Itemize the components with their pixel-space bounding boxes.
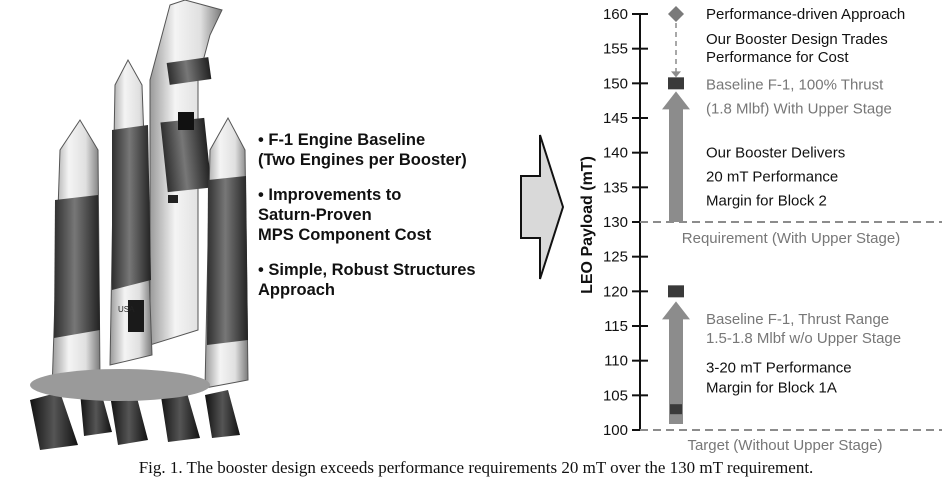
engine-nozzles bbox=[30, 369, 240, 450]
baseline-range-label: 1.5-1.8 Mlbf w/o Upper Stage bbox=[706, 330, 901, 347]
performance-connector-arrowhead bbox=[671, 71, 681, 78]
baseline-range-low-marker bbox=[670, 404, 682, 415]
rocket-illustration: USA bbox=[30, 0, 249, 450]
block1a-margin-label: Margin for Block 1A bbox=[706, 380, 837, 397]
baseline-with-upper-label: (1.8 Mlbf) With Upper Stage bbox=[706, 100, 892, 117]
baseline-range-label: Baseline F-1, Thrust Range bbox=[706, 311, 889, 328]
y-tick-label: 155 bbox=[603, 41, 628, 58]
bullet-list: • F-1 Engine Baseline (Two Engines per B… bbox=[258, 130, 508, 315]
y-tick-label: 120 bbox=[603, 283, 628, 300]
y-tick-label: 150 bbox=[603, 75, 628, 92]
baseline-with-upper-label: Baseline F-1, 100% Thrust bbox=[706, 76, 884, 93]
booster-marking: USA bbox=[118, 305, 135, 314]
y-tick-label: 115 bbox=[604, 318, 628, 335]
trades-note-line: Our Booster Design Trades bbox=[706, 31, 888, 48]
block2-margin-label: 20 mT Performance bbox=[706, 169, 838, 186]
y-tick-label: 130 bbox=[603, 214, 628, 231]
bullet-item: • Improvements to Saturn-Proven MPS Comp… bbox=[258, 186, 432, 244]
performance-driven-label: Performance-driven Approach bbox=[706, 6, 905, 23]
block1a-margin-arrow bbox=[662, 301, 690, 424]
y-tick-label: 100 bbox=[603, 422, 628, 439]
core-stage bbox=[149, 0, 223, 346]
y-tick-label: 140 bbox=[603, 145, 628, 162]
figure-caption: Fig. 1. The booster design exceeds perfo… bbox=[138, 458, 814, 477]
y-tick-label: 105 bbox=[603, 387, 628, 404]
block2-margin-label: Margin for Block 2 bbox=[706, 193, 827, 210]
block2-margin-arrow bbox=[662, 91, 690, 222]
y-tick-label: 145 bbox=[603, 110, 628, 127]
transition-arrow bbox=[520, 134, 565, 280]
baseline-with-upper-marker bbox=[668, 77, 684, 90]
y-tick-label: 160 bbox=[603, 6, 628, 23]
y-axis-ticks: 100 105 110 115 120 125 130 135 140 145 150 155 160 bbox=[603, 6, 648, 439]
right-strap-booster bbox=[204, 116, 249, 389]
block2-margin-label: Our Booster Delivers bbox=[706, 145, 845, 162]
y-tick-label: 125 bbox=[603, 249, 628, 266]
baseline-range-high-marker bbox=[668, 285, 684, 298]
left-strap-booster bbox=[51, 119, 101, 391]
performance-driven-diamond bbox=[668, 6, 684, 22]
requirement-label: Requirement (With Upper Stage) bbox=[682, 230, 900, 247]
trades-note-line: Performance for Cost bbox=[706, 49, 849, 66]
block1a-margin-label: 3-20 mT Performance bbox=[706, 360, 852, 377]
y-tick-label: 135 bbox=[603, 179, 628, 196]
y-tick-label: 110 bbox=[604, 353, 628, 370]
bullet-item: • Simple, Robust Structures Approach bbox=[258, 261, 476, 299]
bullet-item: • F-1 Engine Baseline (Two Engines per B… bbox=[258, 131, 467, 169]
left-booster: USA bbox=[109, 58, 153, 366]
payload-chart: LEO Payload (mT) 100 105 110 115 120 125 130 13… bbox=[579, 6, 942, 454]
y-axis-label: LEO Payload (mT) bbox=[579, 156, 596, 294]
target-label: Target (Without Upper Stage) bbox=[687, 437, 882, 454]
